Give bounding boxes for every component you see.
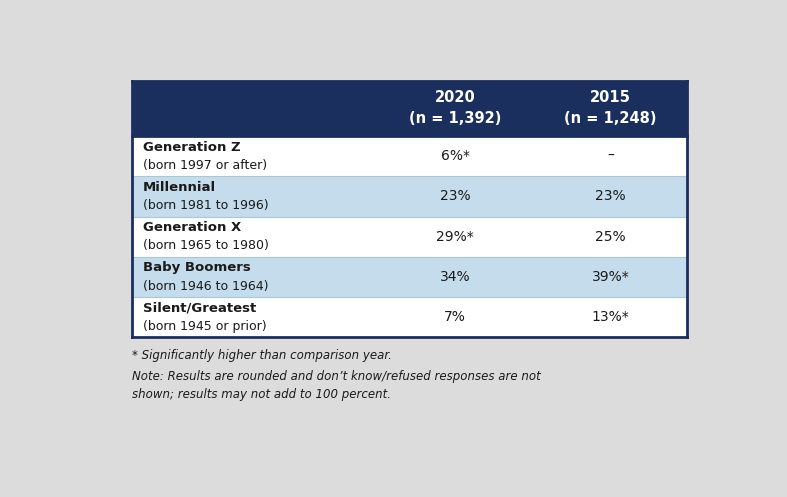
Text: 34%: 34%: [440, 270, 471, 284]
Text: 2015
(n = 1,248): 2015 (n = 1,248): [564, 90, 657, 126]
Text: 6%*: 6%*: [441, 149, 470, 164]
Bar: [132, 297, 687, 337]
Bar: [132, 81, 687, 136]
Text: (born 1981 to 1996): (born 1981 to 1996): [143, 199, 268, 212]
Text: 23%: 23%: [440, 189, 471, 203]
Text: 7%: 7%: [444, 310, 466, 324]
Text: 2020
(n = 1,392): 2020 (n = 1,392): [409, 90, 501, 126]
Text: 23%: 23%: [596, 189, 626, 203]
Text: Silent/Greatest: Silent/Greatest: [143, 301, 256, 314]
Text: (born 1946 to 1964): (born 1946 to 1964): [143, 279, 268, 293]
Text: 25%: 25%: [596, 230, 626, 244]
Text: 29%*: 29%*: [436, 230, 474, 244]
Text: (born 1965 to 1980): (born 1965 to 1980): [143, 240, 269, 252]
Text: (born 1945 or prior): (born 1945 or prior): [143, 320, 267, 332]
Text: Millennial: Millennial: [143, 181, 216, 194]
Bar: [132, 257, 687, 297]
Text: Generation Z: Generation Z: [143, 141, 241, 154]
Text: Note: Results are rounded and don’t know/refused responses are not
shown; result: Note: Results are rounded and don’t know…: [132, 370, 541, 401]
Text: * Significantly higher than comparison year.: * Significantly higher than comparison y…: [132, 348, 392, 362]
Bar: [132, 217, 687, 257]
Bar: [132, 176, 687, 217]
Bar: [132, 136, 687, 176]
Text: Generation X: Generation X: [143, 221, 241, 234]
Text: (born 1997 or after): (born 1997 or after): [143, 159, 267, 172]
Text: 13%*: 13%*: [592, 310, 630, 324]
Text: –: –: [608, 149, 614, 164]
Text: 39%*: 39%*: [592, 270, 630, 284]
Text: Baby Boomers: Baby Boomers: [143, 261, 250, 274]
